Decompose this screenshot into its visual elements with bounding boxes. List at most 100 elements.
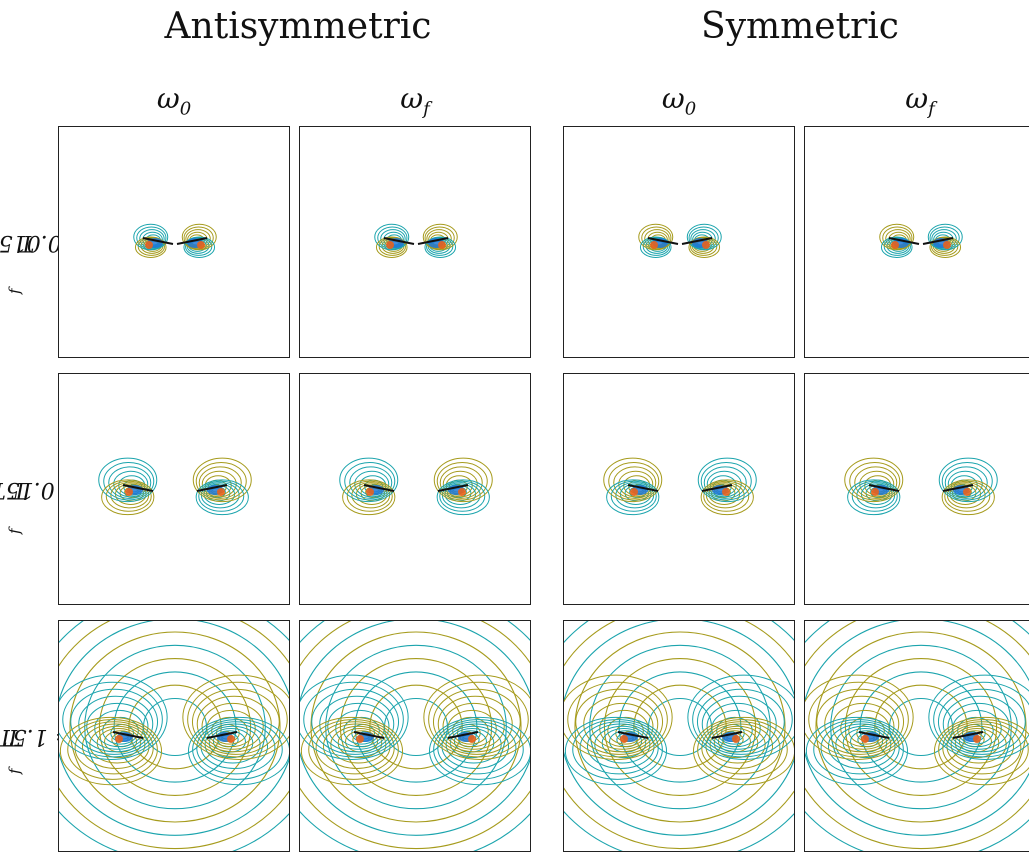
vortex-contour bbox=[346, 480, 393, 512]
contour-panel bbox=[58, 373, 290, 605]
vortex-core bbox=[366, 488, 374, 496]
airfoil-outline bbox=[176, 237, 208, 245]
outer-contour bbox=[564, 621, 794, 851]
vortex-contour bbox=[692, 716, 794, 786]
vortex-contour bbox=[113, 470, 149, 498]
vortex-contour bbox=[808, 681, 909, 758]
vortex-contour bbox=[567, 681, 668, 758]
vortex-contour bbox=[436, 479, 490, 516]
vortex-contour bbox=[377, 226, 408, 250]
vortex-contour bbox=[424, 236, 457, 258]
vortex-core bbox=[438, 241, 446, 249]
vortex-contour bbox=[941, 462, 993, 501]
airfoil-outline bbox=[858, 731, 890, 739]
outer-contour bbox=[69, 631, 281, 823]
airfoil-outline bbox=[417, 237, 449, 245]
airfoil-outline bbox=[647, 237, 679, 245]
vortex-contour bbox=[700, 462, 752, 501]
outer-contour bbox=[300, 621, 530, 850]
vortex-contour bbox=[686, 223, 722, 251]
group-title-antisymmetric: Antisymmetric bbox=[164, 6, 432, 47]
vortex-contour bbox=[927, 223, 963, 251]
vortex-contour bbox=[200, 723, 269, 769]
vortex-contour bbox=[882, 226, 913, 250]
vortex-contour bbox=[928, 674, 1029, 760]
vortex-contour bbox=[816, 688, 905, 755]
vortex-contour bbox=[690, 229, 716, 249]
vortex-contour bbox=[572, 719, 663, 780]
vortex-contour bbox=[344, 462, 396, 501]
vortex-contour bbox=[300, 716, 404, 786]
vortex-contour bbox=[931, 229, 957, 249]
vortex-contour bbox=[192, 457, 252, 503]
contour-plot bbox=[603, 457, 757, 516]
vortex-core bbox=[620, 735, 628, 743]
outer-contour bbox=[59, 621, 289, 836]
column-title-antisym-omega0: ω0 bbox=[58, 82, 290, 120]
vortex-contour bbox=[931, 237, 959, 256]
column-title-sym-omegaf: ωf bbox=[804, 82, 1029, 120]
vortex-contour bbox=[187, 716, 289, 786]
vortex-contour bbox=[319, 695, 395, 753]
vortex-contour bbox=[308, 719, 399, 780]
vortex-contour bbox=[315, 721, 395, 775]
vortex-core bbox=[458, 488, 466, 496]
vortex-contour bbox=[436, 462, 488, 501]
vortex-contour bbox=[134, 236, 167, 258]
vortex-core bbox=[861, 735, 869, 743]
vortex-contour bbox=[947, 702, 1010, 750]
vortex-contour bbox=[139, 229, 165, 249]
airfoil-outline bbox=[206, 731, 238, 739]
vortex-contour bbox=[428, 716, 530, 786]
vortex-core bbox=[115, 735, 123, 743]
column-subscript: 0 bbox=[684, 98, 697, 120]
vortex-contour bbox=[374, 223, 410, 251]
contour-panel bbox=[299, 620, 531, 852]
contour-plot bbox=[564, 621, 794, 851]
vortex-contour bbox=[703, 466, 747, 499]
vortex-core bbox=[943, 241, 951, 249]
airfoil-outline bbox=[888, 237, 920, 245]
outer-contour bbox=[589, 644, 771, 810]
outer-contour bbox=[874, 684, 968, 770]
vortex-contour bbox=[603, 457, 663, 503]
vortex-contour bbox=[198, 480, 245, 512]
outer-contour bbox=[633, 684, 727, 770]
vortex-contour bbox=[583, 695, 659, 753]
vortex-contour bbox=[196, 721, 276, 775]
vortex-contour bbox=[354, 470, 390, 498]
vortex-contour bbox=[67, 719, 158, 780]
contour-plot bbox=[638, 223, 722, 258]
vortex-contour bbox=[638, 223, 674, 251]
airfoil-outline bbox=[942, 484, 974, 492]
vortex-core bbox=[630, 488, 638, 496]
row-label-1: Tf = 0.15Tb bbox=[0, 476, 82, 534]
column-title-sym-omega0: ω0 bbox=[563, 82, 795, 120]
vortex-contour bbox=[423, 674, 530, 760]
vortex-contour bbox=[185, 237, 213, 256]
vortex-core bbox=[702, 241, 710, 249]
column-subscript: 0 bbox=[179, 98, 192, 120]
airfoil-outline bbox=[681, 237, 713, 245]
vortex-contour bbox=[706, 470, 742, 498]
vortex-contour bbox=[618, 470, 654, 498]
vortex-contour bbox=[426, 237, 454, 256]
outer-contour bbox=[369, 684, 463, 770]
vortex-contour bbox=[74, 721, 154, 775]
vortex-contour bbox=[433, 719, 524, 780]
vortex-contour bbox=[201, 702, 264, 750]
vortex-contour bbox=[851, 480, 898, 512]
airfoil-outline bbox=[922, 237, 954, 245]
vortex-contour bbox=[181, 223, 217, 251]
vortex-core bbox=[650, 241, 658, 249]
vortex-contour bbox=[349, 466, 393, 499]
vortex-contour bbox=[433, 457, 493, 503]
vortex-contour bbox=[380, 229, 406, 249]
vortex-contour bbox=[101, 479, 155, 516]
outer-contour bbox=[300, 621, 530, 836]
outer-contour bbox=[830, 644, 1012, 810]
column-symbol: ω bbox=[400, 82, 424, 115]
vortex-contour bbox=[136, 226, 167, 250]
vortex-contour bbox=[933, 681, 1029, 758]
vortex-contour bbox=[703, 480, 750, 512]
